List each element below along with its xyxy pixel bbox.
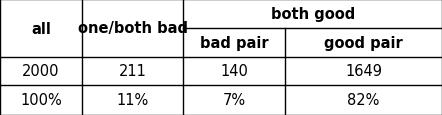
Text: bad pair: bad pair <box>200 36 269 51</box>
Text: good pair: good pair <box>324 36 403 51</box>
Text: 140: 140 <box>220 64 248 79</box>
Text: both good: both good <box>271 7 355 22</box>
Text: 1649: 1649 <box>345 64 382 79</box>
Text: one/both bad: one/both bad <box>78 21 187 36</box>
Text: 11%: 11% <box>117 93 149 108</box>
Text: 100%: 100% <box>20 93 62 108</box>
Text: all: all <box>31 21 51 36</box>
Text: 82%: 82% <box>347 93 380 108</box>
Text: 211: 211 <box>118 64 147 79</box>
Text: 7%: 7% <box>223 93 246 108</box>
Text: 2000: 2000 <box>22 64 60 79</box>
